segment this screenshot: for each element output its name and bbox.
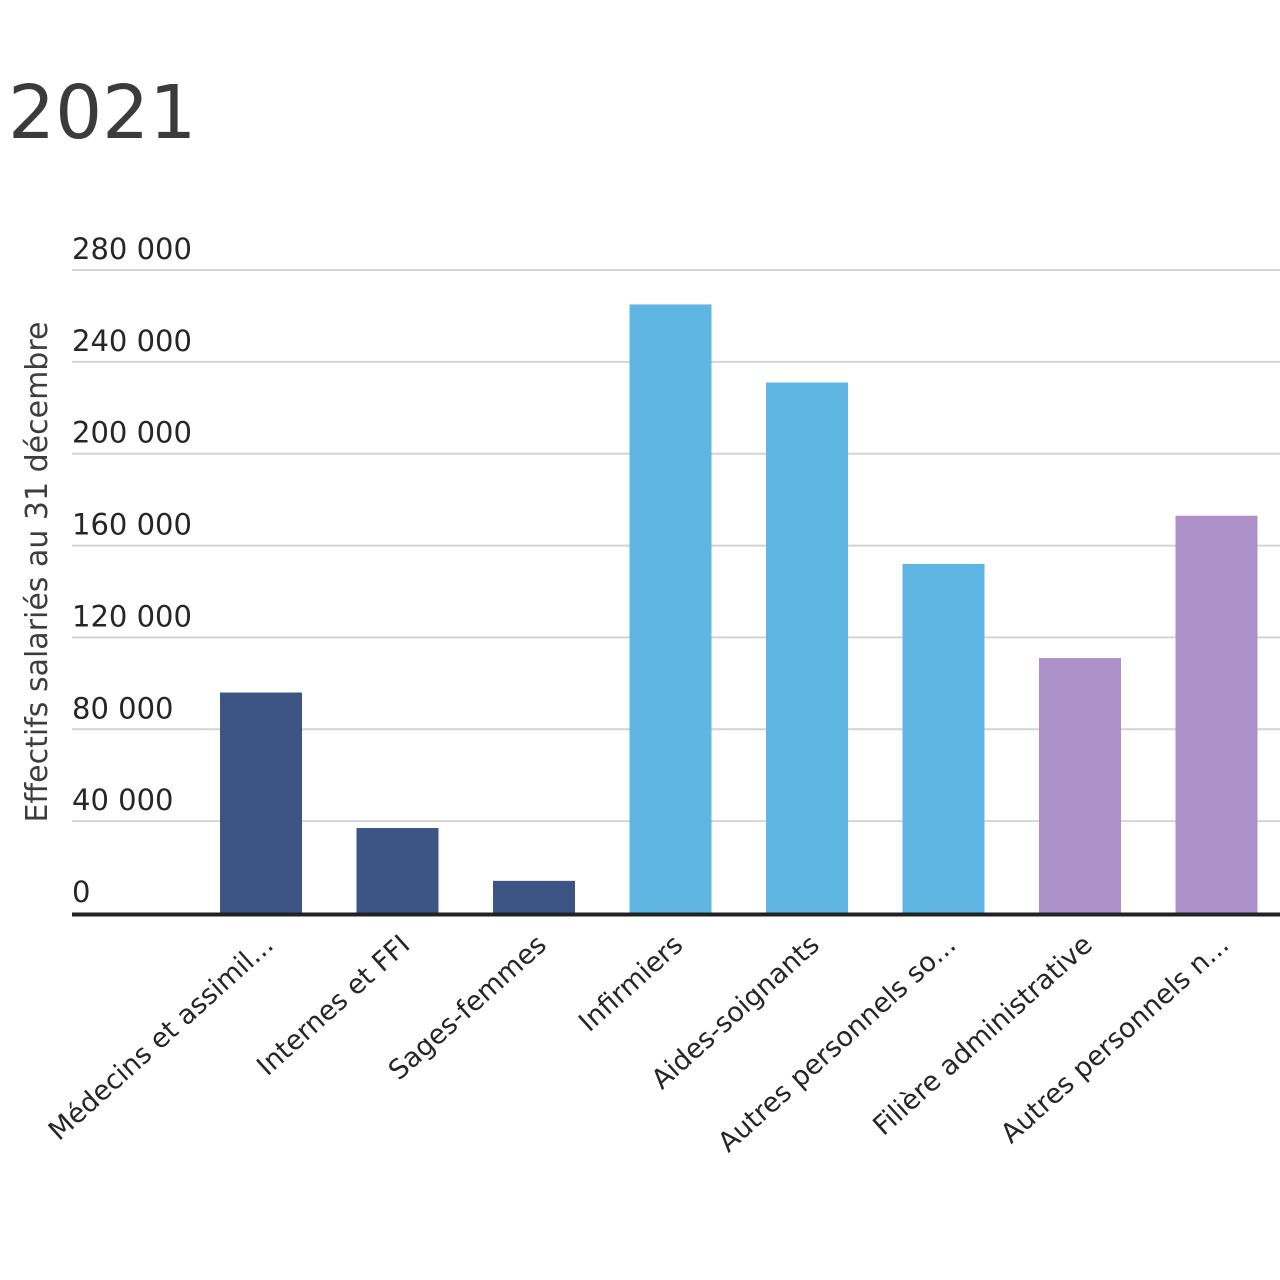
y-axis-label: Effectifs salariés au 31 décembre <box>20 322 55 823</box>
x-category-label: Autres personnels n... <box>995 929 1235 1150</box>
chart-title: 2021 <box>8 70 197 156</box>
bar <box>902 563 985 913</box>
y-tick-label: 80 000 <box>72 691 173 725</box>
y-tick-label: 240 000 <box>72 324 192 358</box>
y-tick-label: 120 000 <box>72 599 192 633</box>
y-tick-label: 200 000 <box>72 416 192 450</box>
y-tick-label: 40 000 <box>72 783 173 817</box>
x-category-label: Filière administrative <box>867 929 1098 1142</box>
x-category-label: Infirmiers <box>573 929 689 1038</box>
x-category-label: Médecins et assimil... <box>43 929 280 1147</box>
bar <box>766 382 848 913</box>
bars <box>220 304 1258 914</box>
y-axis-ticks: 0 40 000 80 000 120 000 160 000 200 000 240 00… <box>72 232 192 909</box>
y-tick-label: 0 <box>72 875 90 909</box>
x-category-label: Autres personnels so... <box>712 929 962 1158</box>
x-axis-categories: Médecins et assimil...Internes et FFISag… <box>43 929 1235 1158</box>
bar <box>356 828 439 913</box>
y-tick-label: 160 000 <box>72 508 192 542</box>
bar <box>493 880 575 913</box>
bar <box>1039 658 1121 913</box>
bar <box>220 692 302 913</box>
bar <box>1175 515 1258 913</box>
bar <box>629 304 712 914</box>
y-tick-label: 280 000 <box>72 232 192 266</box>
